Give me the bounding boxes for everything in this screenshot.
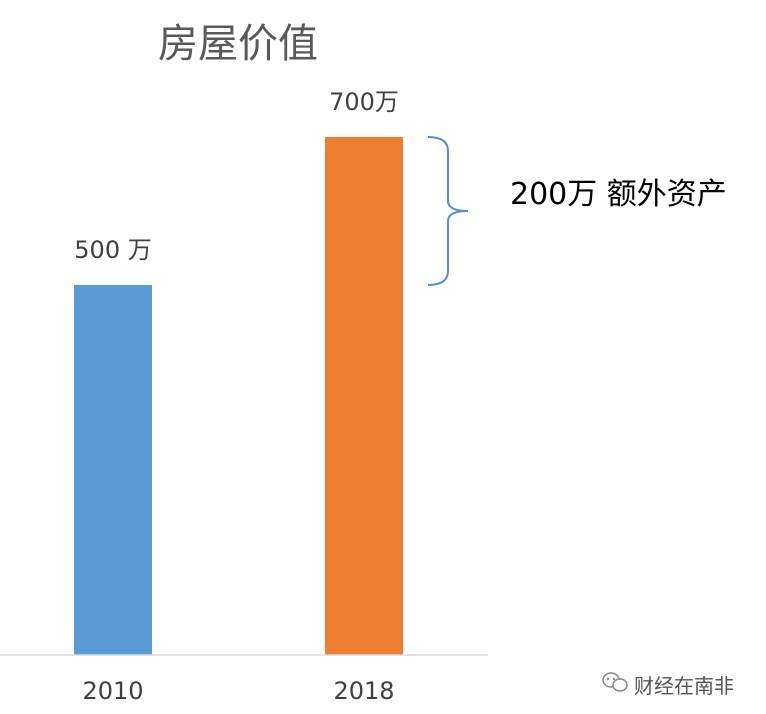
data-label-2018: 700万	[329, 88, 399, 116]
x-tick-2010: 2010	[82, 677, 143, 705]
x-ticks-group: 2010 2018	[82, 677, 394, 705]
bars-group	[74, 137, 403, 655]
wechat-icon	[602, 672, 628, 692]
bar-2010	[74, 285, 152, 655]
chart-title: 房屋价值	[158, 21, 318, 67]
watermark: 财经在南非	[602, 672, 734, 698]
data-labels-group: 500 万 700万	[74, 88, 399, 264]
annotation-bracket	[427, 136, 469, 286]
data-label-2010: 500 万	[74, 236, 151, 264]
watermark-text: 财经在南非	[634, 674, 734, 698]
annotation-text: 200万 额外资产	[510, 177, 727, 212]
x-tick-2018: 2018	[333, 677, 394, 705]
bar-2018	[325, 137, 403, 655]
